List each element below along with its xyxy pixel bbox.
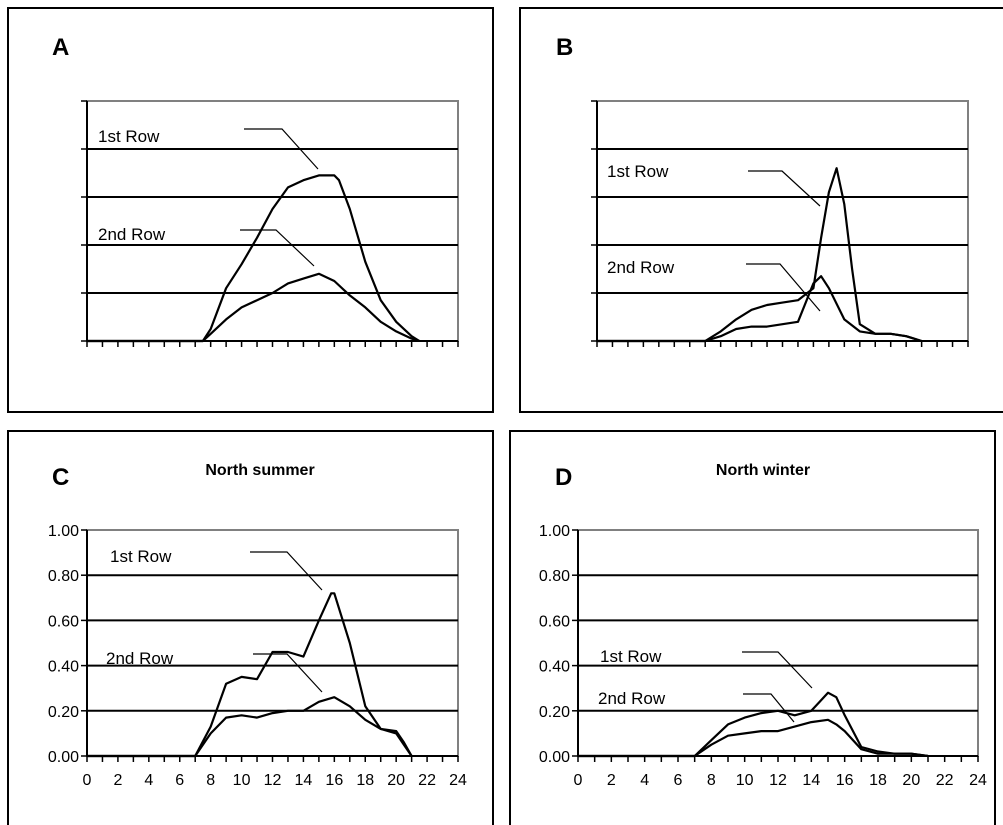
panel-d-title: North winter — [716, 462, 810, 479]
y-tick-label: 0.80 — [48, 568, 79, 585]
panel-d-plot: 0.000.200.400.600.801.000 2 4 6 8 10 12 14 16 18 2… — [539, 523, 987, 789]
y-tick-label: 0.20 — [48, 704, 79, 721]
callout-leader-line — [742, 651, 813, 689]
series-label-second-row: 2nd Row — [598, 689, 666, 708]
panel-b-plot: 1st Row 2nd Row — [591, 100, 969, 347]
panel-c-frame — [7, 430, 494, 825]
callout-leader-line — [250, 551, 323, 591]
x-tick-label: 2 — [607, 772, 616, 789]
y-tick-label: 1.00 — [48, 523, 79, 540]
x-tick-label: 12 — [769, 772, 787, 789]
callout-leader-line — [746, 263, 821, 312]
x-tick-label: 4 — [640, 772, 649, 789]
panel-a-letter: A — [52, 34, 69, 61]
y-tick-label: 1.00 — [539, 523, 570, 540]
y-tick-label: 0.00 — [539, 749, 570, 766]
series-label-second-row: 2nd Row — [607, 258, 675, 277]
panel-c: C North summer 0.00 0.20 0.40 0.60 0.80 1.00 0… — [7, 430, 494, 825]
series-line-first-row — [87, 174, 420, 343]
x-tick-label: 0 — [83, 772, 92, 789]
series-line-second-row — [597, 275, 922, 343]
series-label-first-row: 1st Row — [600, 647, 662, 666]
panel-c-plot: 0.000.200.400.600.801.000 2 4 6 8 10 12 14 16 18 2… — [48, 523, 467, 789]
x-tick-label: 24 — [449, 772, 467, 789]
panel-a-frame — [7, 7, 494, 413]
panel-d-letter: D — [555, 464, 572, 491]
panel-d-frame — [509, 430, 996, 825]
panel-b: B 1st Row 2nd Row — [519, 7, 1003, 413]
callout-leader-line — [748, 170, 821, 207]
x-tick-label: 10 — [233, 772, 251, 789]
callout-leader-line — [244, 128, 319, 170]
x-tick-label: 22 — [936, 772, 954, 789]
y-tick-label: 0.40 — [48, 659, 79, 676]
x-tick-label: 14 — [295, 772, 313, 789]
x-tick-label: 6 — [674, 772, 683, 789]
panel-c-title: North summer — [205, 462, 314, 479]
x-tick-label: 22 — [418, 772, 436, 789]
y-tick-label: 0.20 — [539, 704, 570, 721]
panel-b-letter: B — [556, 34, 573, 61]
panel-a-plot: 1st Row 2nd Row — [81, 100, 459, 347]
y-tick-label: 0.00 — [48, 749, 79, 766]
x-tick-label: 12 — [264, 772, 282, 789]
callout-leader-line — [253, 653, 323, 693]
x-tick-label: 8 — [707, 772, 716, 789]
y-tick-label: 0.60 — [539, 613, 570, 630]
series-line-second-row — [578, 718, 929, 758]
x-tick-label: 18 — [356, 772, 374, 789]
callout-leader-line — [240, 229, 315, 267]
series-line-second-row — [87, 272, 420, 343]
x-tick-label: 0 — [574, 772, 583, 789]
x-tick-label: 20 — [902, 772, 920, 789]
x-tick-label: 4 — [144, 772, 153, 789]
x-tick-label: 10 — [736, 772, 754, 789]
x-tick-label: 16 — [836, 772, 854, 789]
callout-leader-line — [743, 693, 795, 723]
series-label-second-row: 2nd Row — [106, 649, 174, 668]
panel-d: D North winter 0.00 0.20 0.40 0.60 0.80 1.00 0… — [509, 430, 996, 825]
x-tick-label: 14 — [802, 772, 820, 789]
panel-a: A 1st Row 2nd Row — [7, 7, 494, 413]
x-tick-label: 24 — [969, 772, 987, 789]
series-label-second-row: 2nd Row — [98, 225, 166, 244]
x-tick-label: 20 — [387, 772, 405, 789]
x-tick-label: 18 — [869, 772, 887, 789]
series-label-first-row: 1st Row — [607, 162, 669, 181]
x-tick-label: 8 — [206, 772, 215, 789]
x-tick-label: 16 — [325, 772, 343, 789]
x-tick-label: 2 — [113, 772, 122, 789]
y-tick-label: 0.60 — [48, 613, 79, 630]
x-tick-label: 6 — [175, 772, 184, 789]
panel-b-frame — [519, 7, 1003, 413]
series-label-first-row: 1st Row — [98, 127, 160, 146]
series-label-first-row: 1st Row — [110, 547, 172, 566]
panel-c-letter: C — [52, 464, 69, 491]
y-tick-label: 0.80 — [539, 568, 570, 585]
series-line-second-row — [87, 696, 413, 758]
y-tick-label: 0.40 — [539, 659, 570, 676]
